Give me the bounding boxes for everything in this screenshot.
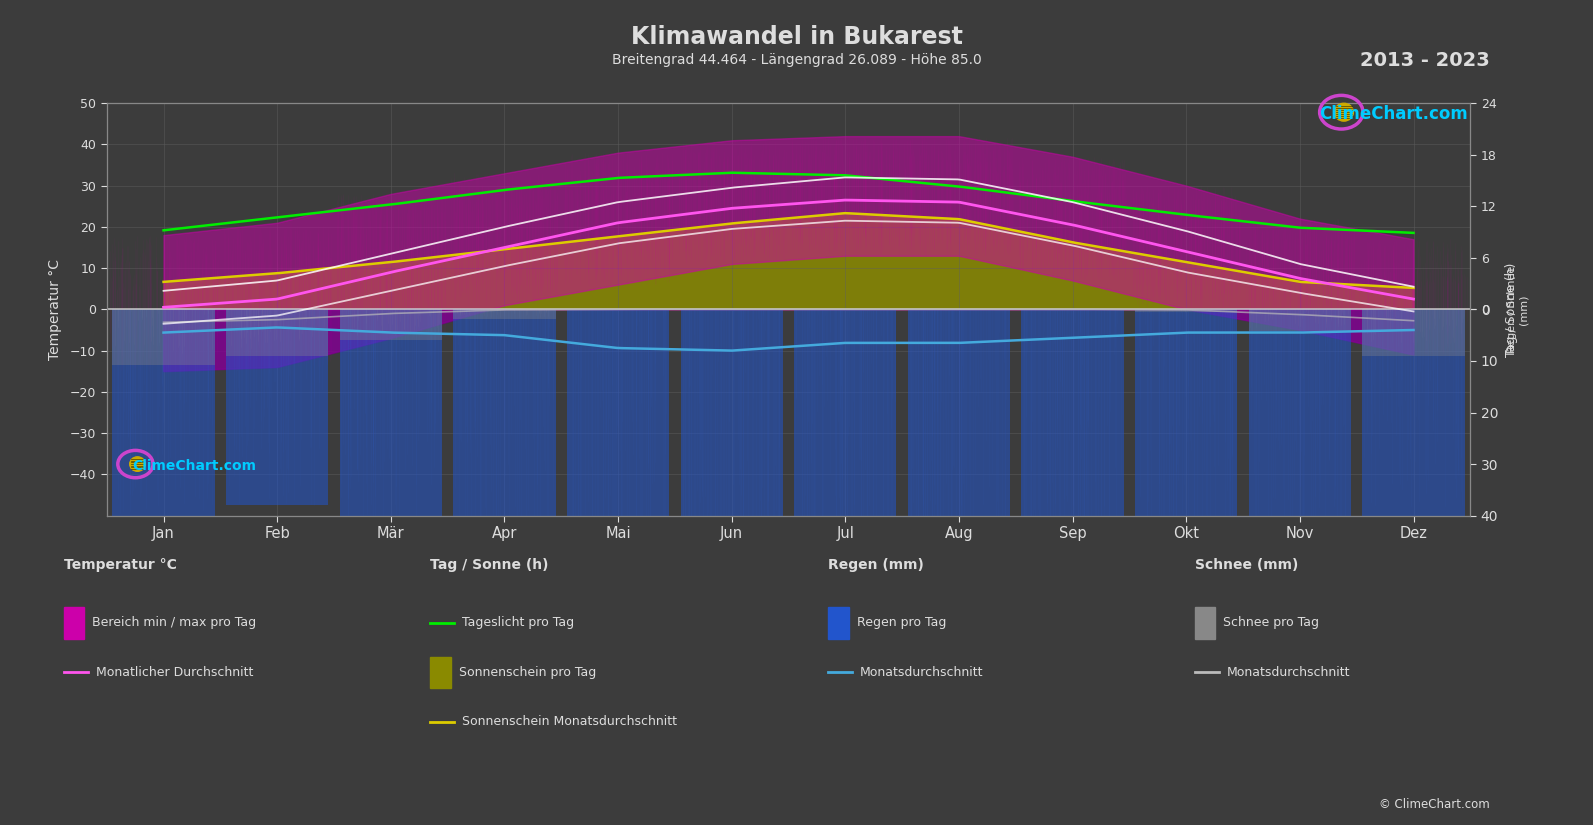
Text: Monatsdurchschnitt: Monatsdurchschnitt [1227, 666, 1351, 679]
Bar [339, 309, 441, 340]
Text: Sonnenschein pro Tag: Sonnenschein pro Tag [459, 666, 596, 679]
Text: ClimeChart.com: ClimeChart.com [132, 460, 256, 473]
Text: Bereich min / max pro Tag: Bereich min / max pro Tag [92, 616, 256, 629]
Text: 2013 - 2023: 2013 - 2023 [1360, 50, 1489, 70]
Bar [113, 309, 215, 365]
Y-axis label: Temperatur °C: Temperatur °C [48, 259, 62, 360]
Bar [1136, 309, 1238, 313]
Bar [908, 309, 1010, 696]
Bar [454, 309, 556, 593]
Bar [1249, 309, 1351, 568]
Text: Sonnenschein Monatsdurchschnitt: Sonnenschein Monatsdurchschnitt [462, 715, 677, 728]
Y-axis label: Tag / Sonne (h): Tag / Sonne (h) [1505, 262, 1518, 356]
Bar [1249, 309, 1351, 331]
Text: Regen (mm): Regen (mm) [828, 559, 924, 573]
Bar [454, 309, 556, 318]
Text: Schnee pro Tag: Schnee pro Tag [1223, 616, 1319, 629]
Bar [226, 309, 328, 356]
Text: Temperatur °C: Temperatur °C [64, 559, 177, 573]
Text: Tag / Sonne (h): Tag / Sonne (h) [430, 559, 548, 573]
Bar [1362, 309, 1464, 356]
Text: Monatlicher Durchschnitt: Monatlicher Durchschnitt [96, 666, 253, 679]
Text: © ClimeChart.com: © ClimeChart.com [1378, 798, 1489, 811]
Y-axis label: Regen / Schnee
(mm): Regen / Schnee (mm) [1507, 266, 1528, 353]
Text: Tageslicht pro Tag: Tageslicht pro Tag [462, 616, 573, 629]
Bar [567, 309, 669, 696]
Text: Monatsdurchschnitt: Monatsdurchschnitt [860, 666, 984, 679]
Text: Schnee (mm): Schnee (mm) [1195, 559, 1298, 573]
Text: Klimawandel in Bukarest: Klimawandel in Bukarest [631, 25, 962, 50]
Bar [226, 309, 328, 505]
Text: Breitengrad 44.464 - Längengrad 26.089 - Höhe 85.0: Breitengrad 44.464 - Längengrad 26.089 -… [612, 54, 981, 67]
Bar [1362, 309, 1464, 516]
Bar [339, 309, 441, 541]
Bar [1136, 309, 1238, 593]
Bar [113, 309, 215, 516]
Text: Regen pro Tag: Regen pro Tag [857, 616, 946, 629]
Ellipse shape [1335, 103, 1354, 121]
Bar [795, 309, 897, 670]
Bar [680, 309, 782, 722]
Text: ClimeChart.com: ClimeChart.com [1319, 105, 1469, 123]
Bar [1021, 309, 1123, 644]
Ellipse shape [129, 457, 145, 471]
